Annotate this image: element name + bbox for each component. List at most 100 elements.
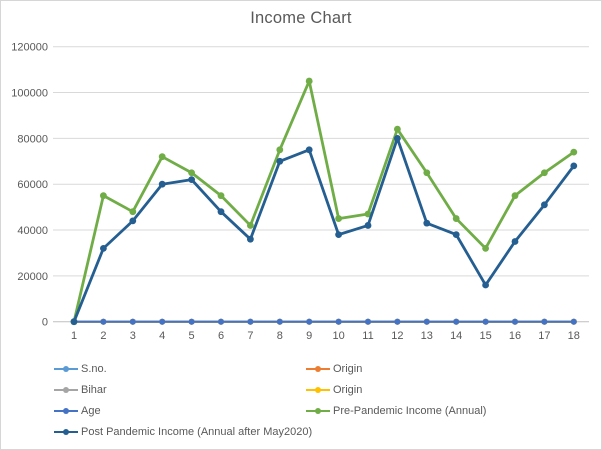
data-point-marker — [306, 318, 313, 325]
legend-key-icon — [306, 407, 330, 415]
legend-item[interactable]: Post Pandemic Income (Annual after May20… — [54, 426, 312, 438]
legend-label: S.no. — [81, 362, 107, 375]
legend-item[interactable]: Origin — [306, 384, 574, 396]
data-point-marker — [218, 318, 224, 325]
data-point-marker — [247, 235, 254, 243]
data-point-marker — [276, 318, 283, 325]
series-line — [72, 136, 575, 323]
data-point-marker — [512, 318, 518, 325]
y-tick-label: 40000 — [17, 225, 48, 237]
data-point-marker — [423, 318, 430, 325]
data-point-marker — [364, 222, 372, 229]
data-point-marker — [365, 318, 371, 325]
legend-key-icon — [54, 407, 78, 415]
x-tick-label: 3 — [130, 330, 136, 342]
data-point-marker — [335, 231, 342, 239]
data-point-marker — [482, 244, 489, 252]
data-point-marker — [100, 192, 107, 200]
data-point-marker — [305, 146, 313, 154]
x-tick-label: 14 — [450, 330, 462, 342]
legend-item[interactable]: Age — [54, 405, 306, 417]
x-tick-label: 11 — [362, 330, 373, 342]
chart-legend: S.no. Origin Bihar Origin Age Pre-Pandemic In… — [54, 358, 574, 442]
y-tick-label: 80000 — [17, 133, 48, 145]
data-point-marker — [394, 134, 401, 142]
data-point-marker — [129, 217, 137, 225]
y-tick-label: 20000 — [17, 271, 48, 283]
legend-key-icon — [54, 428, 78, 436]
data-point-marker — [129, 208, 137, 216]
data-point-marker — [423, 169, 431, 177]
data-point-marker — [452, 231, 460, 239]
data-point-marker — [394, 318, 401, 325]
data-point-marker — [276, 157, 284, 165]
data-point-marker — [305, 77, 313, 85]
legend-label: Bihar — [81, 383, 107, 396]
legend-item[interactable]: Bihar — [54, 384, 306, 396]
data-point-marker — [570, 318, 577, 325]
data-point-marker — [129, 318, 136, 325]
x-tick-label: 18 — [568, 330, 580, 342]
data-point-marker — [276, 146, 284, 154]
data-point-marker — [541, 169, 548, 177]
x-tick-label: 15 — [479, 330, 491, 342]
legend-item[interactable]: Origin — [306, 363, 574, 375]
data-point-marker — [188, 176, 196, 184]
data-point-marker — [217, 208, 225, 216]
x-tick-label: 13 — [421, 330, 433, 342]
data-point-marker — [452, 215, 460, 222]
data-point-marker — [570, 148, 578, 156]
legend-item[interactable]: S.no. — [54, 363, 306, 375]
data-point-marker — [100, 318, 107, 325]
data-point-marker — [100, 244, 107, 252]
data-point-marker — [70, 318, 78, 326]
x-tick-label: 16 — [509, 330, 521, 342]
x-tick-label: 1 — [71, 330, 77, 342]
x-tick-label: 17 — [538, 330, 550, 342]
legend-key-icon — [54, 386, 78, 394]
y-tick-label: 100000 — [11, 88, 48, 100]
data-point-marker — [423, 219, 431, 227]
series-line — [72, 79, 575, 323]
x-tick-label: 9 — [306, 330, 312, 342]
x-tick-label: 6 — [218, 330, 224, 342]
x-tick-label: 4 — [159, 330, 165, 342]
x-tick-label: 8 — [277, 330, 283, 342]
data-point-marker — [335, 215, 342, 222]
legend-label: Age — [81, 404, 101, 417]
y-tick-label: 120000 — [11, 42, 48, 54]
legend-label: Origin — [333, 383, 363, 396]
data-point-marker — [482, 281, 489, 289]
data-point-marker — [511, 238, 519, 245]
data-point-marker — [570, 162, 578, 170]
data-point-marker — [511, 192, 519, 200]
data-point-marker — [394, 125, 401, 133]
data-point-marker — [453, 318, 460, 325]
data-point-marker — [188, 169, 196, 177]
x-tick-label: 10 — [332, 330, 344, 342]
data-point-marker — [158, 180, 166, 188]
y-tick-label: 0 — [42, 317, 48, 329]
data-point-marker — [364, 210, 372, 218]
data-point-marker — [158, 153, 166, 161]
data-point-marker — [247, 222, 254, 229]
legend-label: Origin — [333, 362, 363, 375]
legend-key-icon — [306, 365, 330, 373]
x-tick-label: 5 — [189, 330, 195, 342]
data-point-marker — [335, 318, 342, 325]
x-tick-label: 7 — [247, 330, 253, 342]
x-tick-label: 12 — [391, 330, 403, 342]
chart-title: Income Chart — [250, 9, 352, 27]
data-point-marker — [482, 318, 489, 325]
data-point-marker — [541, 318, 548, 325]
legend-key-icon — [54, 365, 78, 373]
data-point-marker — [217, 192, 225, 200]
data-point-marker — [247, 318, 254, 325]
legend-key-icon — [306, 386, 330, 394]
legend-label: Pre-Pandemic Income (Annual) — [333, 404, 487, 417]
legend-item[interactable]: Pre-Pandemic Income (Annual) — [306, 405, 574, 417]
data-point-marker — [159, 318, 166, 325]
legend-label: Post Pandemic Income (Annual after May20… — [81, 425, 313, 438]
